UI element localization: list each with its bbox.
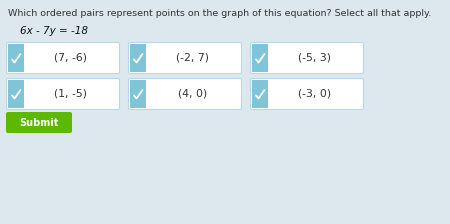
FancyBboxPatch shape — [251, 43, 364, 73]
FancyBboxPatch shape — [129, 78, 242, 110]
Bar — [8, 44, 24, 72]
FancyBboxPatch shape — [6, 43, 120, 73]
Text: 6x - 7y = -18: 6x - 7y = -18 — [20, 26, 88, 36]
FancyBboxPatch shape — [129, 43, 242, 73]
FancyBboxPatch shape — [251, 78, 364, 110]
Text: Submit: Submit — [19, 118, 58, 127]
Text: (-2, 7): (-2, 7) — [176, 53, 210, 63]
Bar — [252, 44, 268, 72]
FancyBboxPatch shape — [6, 112, 72, 133]
Text: Which ordered pairs represent points on the graph of this equation? Select all t: Which ordered pairs represent points on … — [8, 9, 431, 18]
Text: (-5, 3): (-5, 3) — [298, 53, 332, 63]
Bar — [8, 80, 24, 108]
Text: (4, 0): (4, 0) — [178, 89, 207, 99]
Bar — [252, 80, 268, 108]
Bar — [130, 80, 146, 108]
Text: (-3, 0): (-3, 0) — [298, 89, 332, 99]
Bar — [130, 44, 146, 72]
Text: (1, -5): (1, -5) — [54, 89, 87, 99]
FancyBboxPatch shape — [6, 78, 120, 110]
Text: (7, -6): (7, -6) — [54, 53, 87, 63]
